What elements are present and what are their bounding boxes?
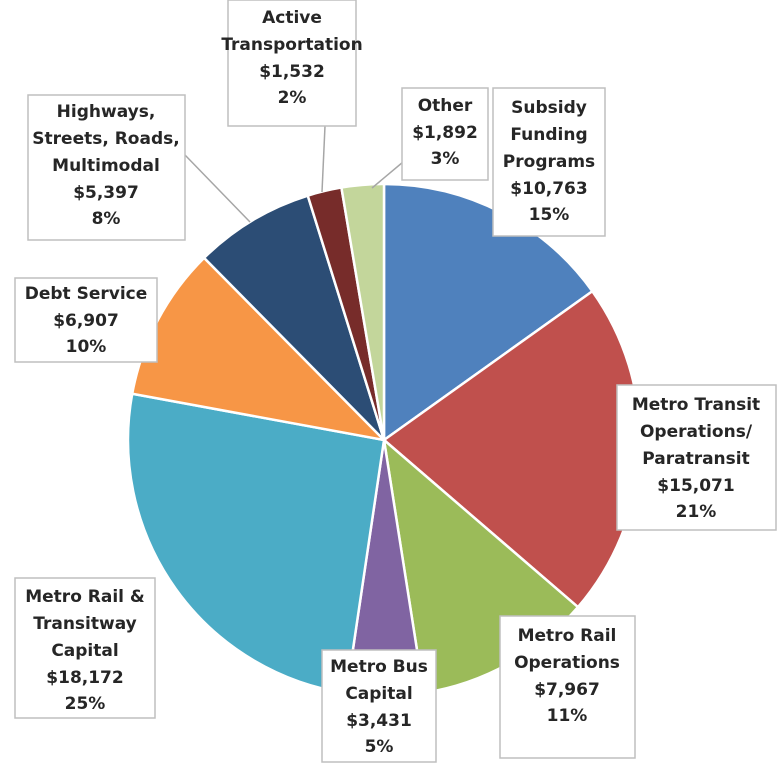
label-line: Capital [51,641,118,661]
label-line: Metro Transit [632,395,760,415]
leader-line [371,161,404,189]
pie-slice [202,194,386,441]
slice-label: Metro Transit Operations/Paratransit [632,395,760,469]
percent-label: 15% [529,205,570,225]
slice-label: Metro Rail Operations [514,626,620,673]
label-box [401,87,489,181]
label-line: Capital [345,684,412,704]
label-box [27,94,186,241]
label-line: Paratransit [642,449,750,469]
value-label: $7,967 [534,680,600,700]
label-line: Highways, [57,102,156,122]
label-line: Programs [503,152,595,172]
label-line: Operations [514,653,620,673]
value-label: $1,892 [412,123,478,143]
percent-label: 3% [431,149,460,169]
label-line: Transitway [33,614,137,634]
label-box [616,384,777,531]
value-label: $1,532 [259,62,325,82]
label-line: Transportation [221,35,362,55]
leader-line [321,125,326,193]
label-line: Metro Bus [330,657,428,677]
label-box [14,577,156,719]
label-line: Debt Service [25,284,148,304]
label-line: Active [262,8,322,28]
slice-label: Active Transportation [221,8,362,55]
slice-label: Highways, Streets, Roads, Multimodal [32,102,179,176]
label-box [492,87,606,237]
label-box [14,277,158,363]
label-line: Metro Rail & [25,587,145,607]
value-label: $18,172 [46,668,123,688]
value-label: $10,763 [510,179,587,199]
percent-label: 11% [547,706,588,726]
pie-slice [126,392,386,695]
percent-label: 8% [92,209,121,229]
label-line: Metro Rail [518,626,617,646]
percent-label: 2% [278,88,307,108]
label-box [321,649,437,763]
label-line: Subsidy [511,98,587,118]
slice-label: Metro Rail & Transitway Capital [25,587,145,661]
value-label: $6,907 [53,311,119,331]
label-line: Other [418,96,473,116]
label-line: Multimodal [52,156,160,176]
percent-label: 10% [66,337,107,357]
label-box [499,615,636,759]
label-line: Funding [510,125,587,145]
slice-label: Metro Bus Capital [330,657,428,704]
percent-label: 5% [365,737,394,757]
pie-slice [339,182,386,441]
percent-label: 25% [65,694,106,714]
value-label: $3,431 [346,711,412,731]
slice-label: Debt Service [25,284,148,304]
label-box [227,0,357,127]
label-line: Operations/ [640,422,753,442]
label-line: Streets, Roads, [32,129,179,149]
value-label: $5,397 [73,183,139,203]
percent-label: 21% [676,502,717,522]
slice-label: Other [418,96,473,116]
leader-line [184,154,251,223]
slice-label: Subsidy Funding Programs [503,98,595,172]
value-label: $15,071 [657,476,734,496]
